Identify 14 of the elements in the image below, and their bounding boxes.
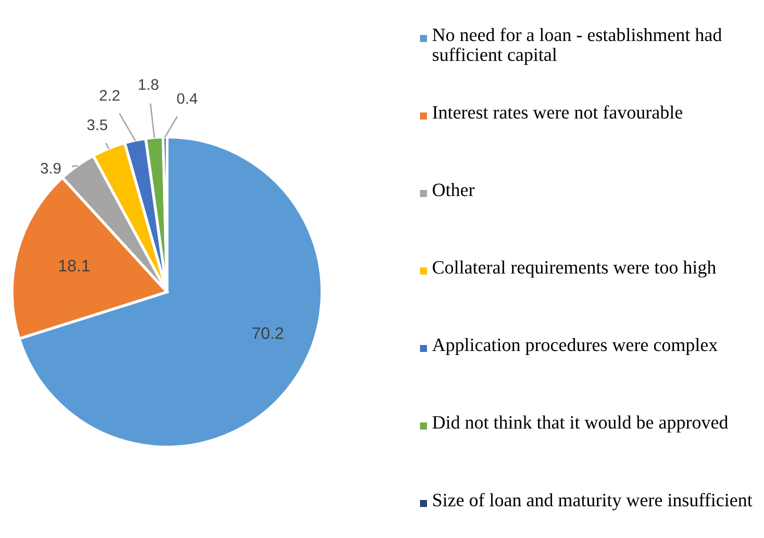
legend-label: Application procedures were complex [432,338,718,356]
data-label: 0.4 [177,93,198,104]
data-label: 70.2 [252,327,284,340]
legend-label: Size of loan and maturity were insufficient [433,493,752,510]
legend-label: Other [432,183,475,196]
legend-label: Collateral requirements were too high [432,260,716,278]
data-label: 18.1 [59,260,90,272]
data-label: 3.5 [87,119,108,130]
data-label: 3.9 [40,162,61,174]
data-label: 2.2 [100,90,120,101]
legend-label: Interest rates were not favourable [432,105,682,119]
data-label: 1.8 [138,79,158,90]
legend-label: No need for a loan - establishment had sufficient capital [432,28,722,65]
legend-label: Did not think that it would be approved [432,416,728,433]
